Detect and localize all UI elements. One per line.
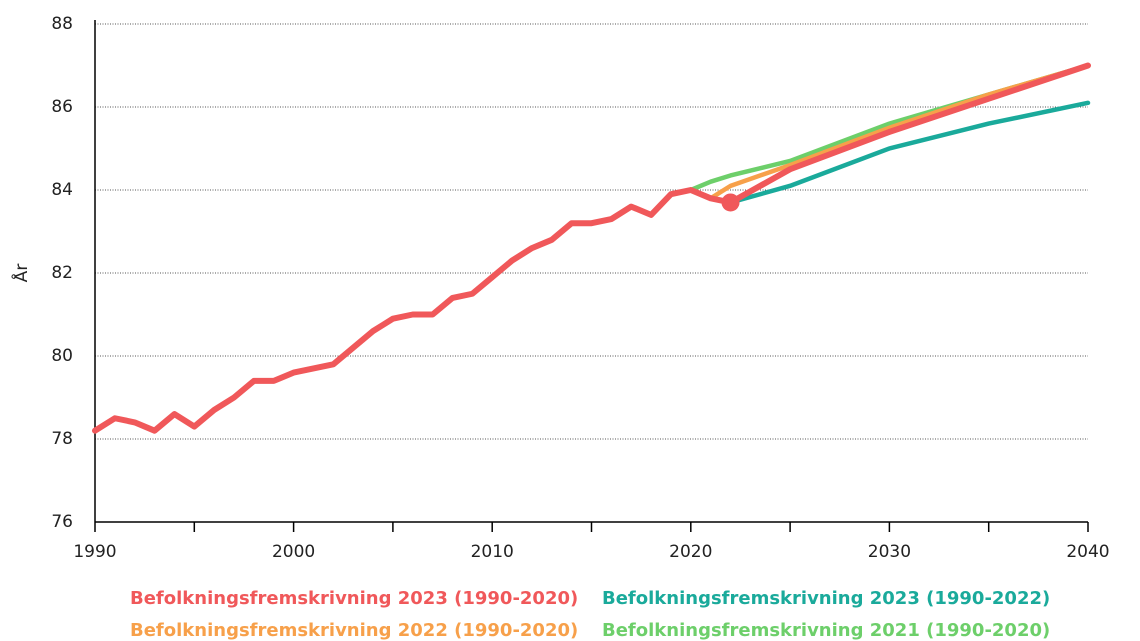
x-tick-label: 2030 (868, 542, 911, 562)
series-line (92, 62, 1091, 434)
x-tick-label: 1990 (73, 542, 116, 562)
series-line (728, 100, 1091, 205)
y-tick-label: 86 (51, 97, 73, 117)
series-line (708, 63, 1091, 201)
x-tick-label: 2000 (272, 542, 315, 562)
y-tick-label: 82 (51, 263, 73, 283)
legend-entry: Befolkningsfremskrivning 2021 (1990-2020… (602, 620, 1050, 641)
x-tick-label: 2040 (1066, 542, 1109, 562)
highlight-point (721, 193, 740, 212)
y-tick-label: 80 (51, 346, 73, 366)
y-tick-label: 76 (51, 512, 73, 532)
y-tick-label: 88 (51, 14, 73, 34)
legend-entry: Befolkningsfremskrivning 2022 (1990-2020… (130, 620, 578, 641)
y-axis-label: År (10, 264, 32, 283)
y-tick-label: 84 (51, 180, 73, 200)
legend-entry: Befolkningsfremskrivning 2023 (1990-2020… (130, 588, 578, 609)
y-tick-label: 78 (51, 429, 73, 449)
x-tick-label: 2020 (669, 542, 712, 562)
x-tick-label: 2010 (471, 542, 514, 562)
legend-entry: Befolkningsfremskrivning 2023 (1990-2022… (602, 588, 1050, 609)
